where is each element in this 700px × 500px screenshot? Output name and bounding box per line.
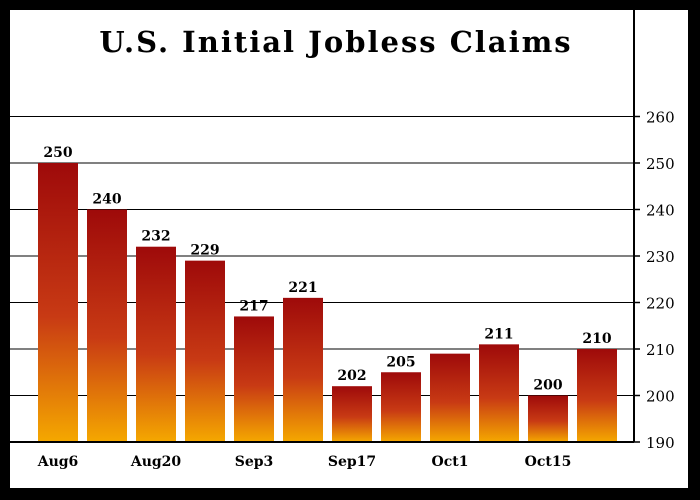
- bar: [479, 344, 519, 442]
- data-label: 240: [92, 192, 121, 208]
- y-tick-label: 220: [646, 295, 675, 313]
- y-tick-label: 240: [646, 202, 675, 220]
- x-tick-label: Aug6: [37, 454, 79, 470]
- y-tick-label: 250: [646, 155, 675, 173]
- y-tick-label: 230: [646, 248, 675, 266]
- data-label: 232: [141, 229, 170, 245]
- axes: 190 200 210 220 230 240 250 260 Aug6 Aug20 Sep3 Sep…: [10, 10, 675, 470]
- data-label: 229: [190, 243, 219, 259]
- y-tick-label: 210: [646, 341, 675, 359]
- x-tick-label: Sep3: [235, 454, 274, 470]
- data-label: 211: [484, 326, 513, 342]
- bar: [430, 353, 470, 442]
- data-label: 202: [337, 368, 366, 384]
- data-label: 250: [43, 145, 72, 161]
- y-tick-label: 190: [646, 434, 675, 452]
- x-tick-label: Aug20: [130, 454, 182, 470]
- data-label: 210: [582, 331, 611, 347]
- bar: [283, 297, 323, 442]
- chart-title: U.S. Initial Jobless Claims: [99, 25, 572, 59]
- data-label: 221: [288, 280, 317, 296]
- bars: [38, 163, 617, 442]
- bar: [528, 395, 568, 442]
- bar: [136, 246, 176, 442]
- bar: [87, 209, 127, 442]
- bar: [332, 386, 372, 442]
- bar: [38, 163, 78, 442]
- bar: [185, 260, 225, 442]
- data-label: 205: [386, 354, 415, 370]
- y-tick-label: 200: [646, 388, 675, 406]
- data-label: 200: [533, 378, 562, 394]
- x-tick-label: Sep17: [328, 454, 376, 470]
- bar: [577, 349, 617, 442]
- plot-area: 250 240 232 229 217 221 202 205 211 200 210 190 200…: [10, 10, 688, 488]
- x-tick-label: Oct15: [525, 454, 572, 470]
- y-tick-label: 260: [646, 109, 675, 127]
- bar-chart: 250 240 232 229 217 221 202 205 211 200 210 190 200…: [10, 10, 675, 470]
- data-label: 217: [239, 298, 268, 314]
- bar: [381, 372, 421, 442]
- bar: [234, 316, 274, 442]
- x-tick-label: Oct1: [432, 454, 469, 470]
- data-labels: 250 240 232 229 217 221 202 205 211 200 210: [43, 145, 611, 394]
